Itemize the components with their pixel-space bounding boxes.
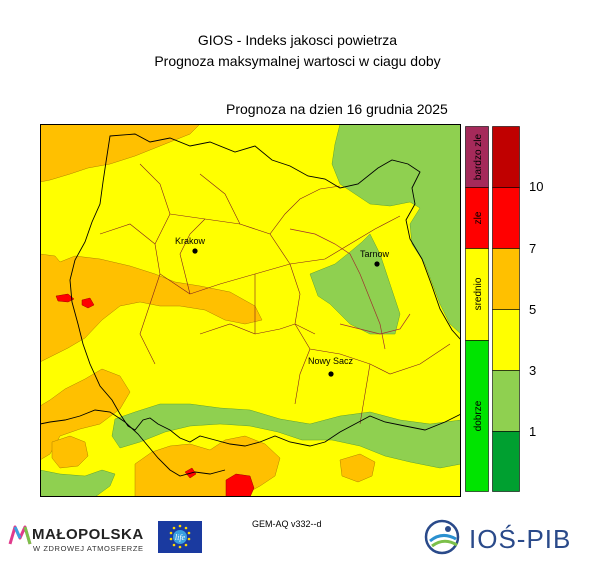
zone-orange-west (40, 253, 263, 363)
ios-pib-logo-icon (424, 519, 460, 555)
value-legend-bar (492, 126, 520, 492)
tick-10: 10 (529, 179, 544, 194)
zone-red-west (55, 293, 75, 303)
category-label-bardzo-zle: bardzo zle (473, 133, 484, 180)
zone-green-south (111, 403, 461, 469)
zone-green-central (309, 233, 401, 335)
tick-3: 3 (529, 363, 537, 378)
region-border-south (40, 409, 226, 477)
malopolska-tagline: W ZDROWEJ ATMOSFERZE (33, 544, 144, 553)
zone-red-west-2 (81, 297, 95, 309)
county-borders (99, 163, 451, 425)
zone-orange-northwest (40, 124, 201, 183)
value-step-4 (492, 248, 520, 310)
zone-orange-south-east (339, 453, 376, 483)
zone-orange-southwest-2 (51, 435, 89, 469)
zone-green-southwest (40, 469, 116, 497)
malopolska-name: MAŁOPOLSKA (32, 526, 144, 543)
ios-pib-name: IOŚ-PIB (469, 524, 572, 554)
category-dobrze (465, 340, 489, 492)
city-nowy-sacz: Nowy Sacz (308, 356, 354, 377)
city-tarnow: Tarnow (360, 249, 390, 267)
value-step-3 (492, 309, 520, 371)
district-borders (289, 228, 411, 350)
svg-text:Nowy Sacz: Nowy Sacz (308, 356, 354, 366)
region-border (69, 133, 461, 447)
map-title: GIOS - Indeks jakosci powietrza (197, 32, 398, 48)
map-subtitle: Prognoza maksymalnej wartosci w ciagu do… (154, 53, 441, 69)
zone-orange-southwest (40, 368, 131, 461)
tick-5: 5 (529, 302, 537, 317)
tick-7: 7 (529, 241, 537, 256)
eu-life-logo: life (158, 521, 202, 553)
forecast-date: Prognoza na dzien 16 grudnia 2025 (226, 101, 448, 117)
malopolska-logo-icon (8, 525, 32, 545)
city-krakow: Krakow (175, 236, 206, 254)
value-step-1 (492, 431, 520, 492)
value-step-2 (492, 370, 520, 432)
value-step-6 (492, 126, 520, 188)
svg-text:Krakow: Krakow (175, 236, 206, 246)
zone-red-south (225, 473, 255, 497)
zone-green-east (331, 124, 461, 335)
model-label: GEM-AQ v332--d (252, 519, 322, 529)
category-label-srednio: srednio (473, 277, 484, 310)
forecast-map: Krakow Tarnow Nowy Sacz (40, 124, 461, 497)
svg-text:Tarnow: Tarnow (360, 249, 390, 259)
category-label-zle: zle (473, 211, 484, 224)
tick-1: 1 (529, 424, 537, 439)
category-label-dobrze: dobrze (473, 400, 484, 431)
category-legend-bar: bardzo zle zle srednio dobrze (465, 126, 489, 492)
value-step-5 (492, 187, 520, 249)
life-logo-text: life (175, 533, 186, 542)
